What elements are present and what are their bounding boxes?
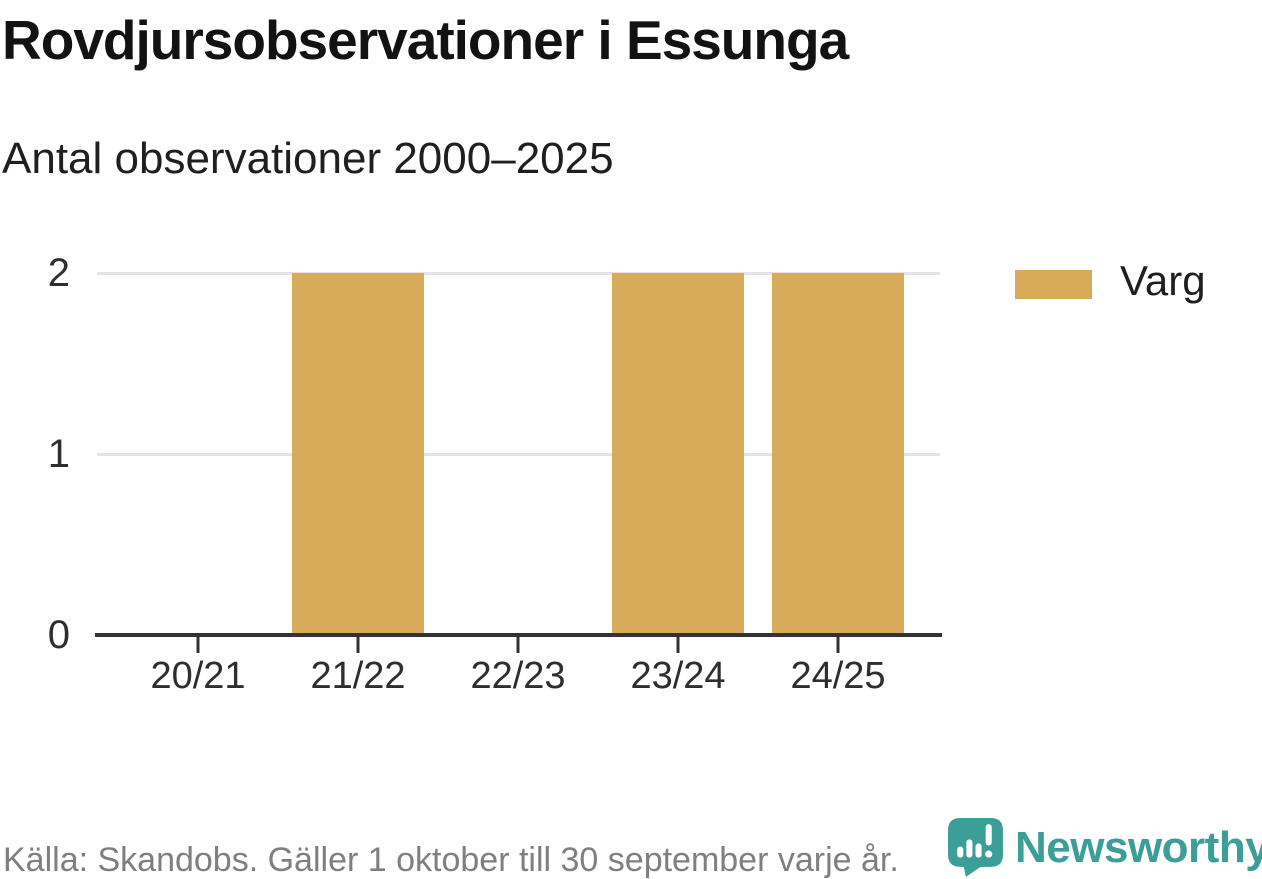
x-tick-24-25 xyxy=(836,637,840,653)
y-tick-label-1: 1 xyxy=(47,432,70,476)
legend-swatch-varg xyxy=(1015,270,1092,300)
y-tick-label-0: 0 xyxy=(47,613,70,657)
chart-title: Rovdjursobservationer i Essunga xyxy=(2,9,849,71)
x-tick-21-22 xyxy=(356,637,360,653)
gridline-y-2 xyxy=(97,271,940,275)
source-note: Källa: Skandobs. Gäller 1 oktober till 3… xyxy=(3,841,899,879)
bar-varg-24-25 xyxy=(772,273,904,635)
x-tick-label-24-25: 24/25 xyxy=(790,655,886,697)
y-tick-label-2: 2 xyxy=(47,251,70,295)
gridline-y-1 xyxy=(97,452,940,456)
bar-varg-21-22 xyxy=(292,273,424,635)
x-tick-22-23 xyxy=(516,637,520,653)
x-axis-line xyxy=(95,633,942,637)
x-tick-label-22-23: 22/23 xyxy=(470,655,566,697)
bar-varg-23-24 xyxy=(612,273,744,635)
x-tick-20-21 xyxy=(196,637,200,653)
x-tick-label-21-22: 21/22 xyxy=(310,655,406,697)
x-tick-23-24 xyxy=(676,637,680,653)
x-tick-label-20-21: 20/21 xyxy=(150,655,246,697)
newsworthy-logo: Newsworthy xyxy=(948,818,1262,877)
legend: Varg xyxy=(1015,256,1206,306)
plot-area: 0 1 2 20/21 21/22 22/23 23/24 24/25 xyxy=(48,253,942,695)
newsworthy-brand-name: Newsworthy xyxy=(1015,822,1262,872)
x-tick-label-23-24: 23/24 xyxy=(630,655,726,697)
newsworthy-logo-icon xyxy=(948,818,1003,877)
chart-subtitle: Antal observationer 2000–2025 xyxy=(2,134,614,183)
legend-label-varg: Varg xyxy=(1120,257,1206,304)
